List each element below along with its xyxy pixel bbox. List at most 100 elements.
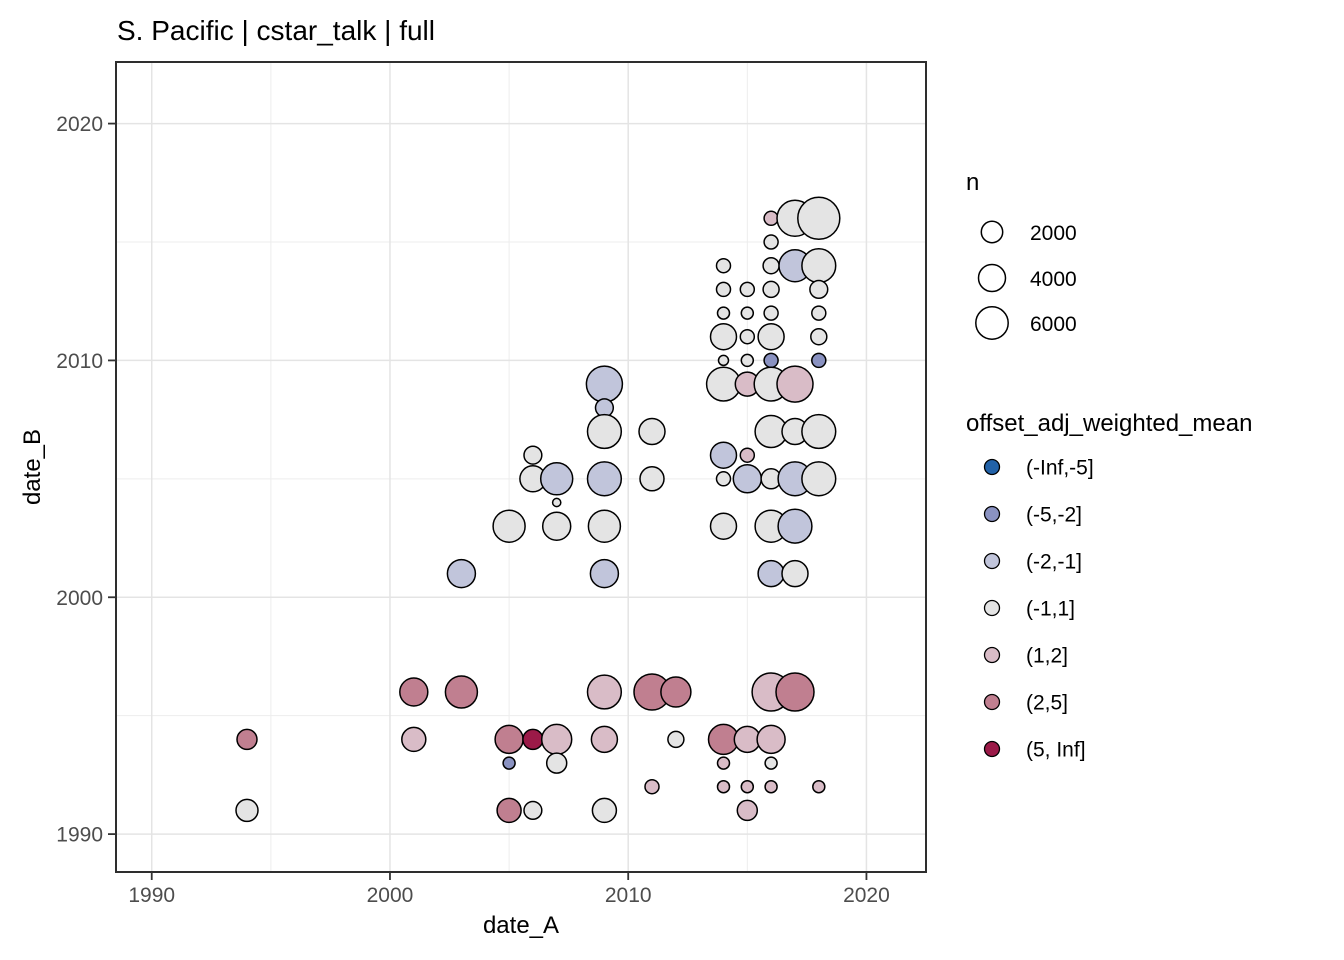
- x-tick-label: 2000: [367, 884, 414, 907]
- data-point: [587, 509, 622, 543]
- data-point: [586, 674, 623, 710]
- data-point: [762, 256, 780, 275]
- data-point: [541, 511, 572, 541]
- data-point: [762, 280, 780, 299]
- data-point: [756, 724, 786, 755]
- data-point: [496, 797, 522, 824]
- data-point: [709, 441, 738, 469]
- y-tick-label: 2020: [56, 113, 103, 136]
- data-point: [764, 756, 778, 770]
- data-point: [492, 509, 526, 543]
- size-legend-key: [980, 220, 1004, 244]
- data-point: [590, 725, 619, 754]
- data-point: [540, 723, 573, 756]
- data-point: [739, 328, 756, 345]
- color-legend-label: (1,2]: [1026, 645, 1068, 668]
- data-points: [235, 196, 841, 824]
- data-point: [715, 257, 732, 274]
- data-point: [809, 279, 829, 300]
- data-point: [523, 800, 543, 821]
- data-point: [401, 726, 427, 753]
- color-legend-label: (-Inf,-5]: [1026, 457, 1094, 480]
- data-point: [763, 234, 779, 250]
- data-point: [812, 779, 826, 794]
- data-point: [811, 352, 827, 369]
- data-point: [591, 797, 618, 824]
- y-tick-label: 2000: [56, 587, 103, 610]
- data-point: [739, 447, 756, 463]
- data-point: [776, 365, 814, 403]
- color-legend-label: (-2,-1]: [1026, 551, 1082, 574]
- color-legend-key: [983, 693, 1001, 711]
- data-point: [709, 322, 738, 351]
- data-point: [777, 508, 813, 544]
- color-legend-label: (-1,1]: [1026, 598, 1075, 621]
- size-legend-label: 6000: [1030, 313, 1077, 336]
- y-tick-label: 1990: [56, 824, 103, 847]
- size-legend-label: 4000: [1030, 268, 1077, 291]
- color-legend-key: [983, 740, 1001, 758]
- color-legend-title: offset_adj_weighted_mean: [966, 410, 1252, 437]
- axis-ticks: [108, 122, 868, 880]
- data-point: [732, 464, 763, 494]
- color-legend-label: (2,5]: [1026, 692, 1068, 715]
- data-point: [715, 281, 732, 298]
- data-point: [736, 799, 759, 822]
- x-tick-label: 2020: [843, 884, 890, 907]
- data-point: [589, 558, 620, 589]
- data-point: [763, 305, 779, 321]
- data-point: [523, 445, 543, 465]
- data-point: [801, 248, 837, 284]
- data-point: [644, 778, 660, 795]
- data-point: [757, 322, 785, 351]
- data-point: [660, 676, 692, 708]
- data-point: [502, 756, 516, 770]
- color-legend-key: [983, 505, 1001, 523]
- data-point: [667, 730, 685, 749]
- data-point: [446, 558, 477, 589]
- data-point: [716, 756, 731, 770]
- y-tick-label: 2010: [56, 350, 103, 373]
- data-point: [586, 413, 623, 450]
- data-point: [716, 306, 731, 320]
- size-legend-label: 2000: [1030, 222, 1077, 245]
- color-legend: (-Inf,-5] (-5,-2] (-2,-1] (-1,1] (1,2] (2,5] (…: [983, 457, 1094, 762]
- data-point: [740, 353, 755, 368]
- data-point: [739, 281, 756, 298]
- data-point: [399, 677, 429, 707]
- data-point: [638, 417, 666, 446]
- data-point: [586, 461, 623, 497]
- data-point: [716, 779, 731, 794]
- data-point: [235, 798, 259, 823]
- data-point: [763, 352, 779, 369]
- x-axis-title: date_A: [483, 912, 559, 939]
- data-point: [494, 724, 524, 755]
- data-point: [236, 728, 258, 751]
- y-axis-title: date_B: [19, 429, 46, 505]
- plot-panel-border: [115, 61, 927, 873]
- data-point: [797, 196, 841, 241]
- data-point: [781, 559, 809, 588]
- x-tick-label: 1990: [128, 884, 175, 907]
- size-legend-title: n: [966, 169, 979, 196]
- size-legend: 2000 4000 6000: [975, 220, 1077, 340]
- data-point: [444, 675, 479, 709]
- color-legend-key: [983, 599, 1001, 617]
- size-legend-key: [975, 306, 1009, 340]
- color-legend-label: (-5,-2]: [1026, 504, 1082, 527]
- data-point: [709, 512, 738, 540]
- color-legend-key: [983, 646, 1001, 664]
- axis-tick-labels: 1990 2000 2010 2020 1990 2000 2010 2020: [56, 113, 890, 907]
- data-point: [801, 413, 837, 450]
- data-point: [757, 559, 785, 588]
- data-point: [740, 779, 755, 794]
- data-point: [801, 461, 837, 497]
- color-legend-key: [983, 458, 1001, 476]
- chart-title: S. Pacific | cstar_talk | full: [117, 15, 435, 46]
- data-point: [810, 327, 828, 346]
- size-legend-key: [977, 263, 1007, 293]
- data-point: [775, 672, 815, 712]
- data-point: [551, 497, 562, 508]
